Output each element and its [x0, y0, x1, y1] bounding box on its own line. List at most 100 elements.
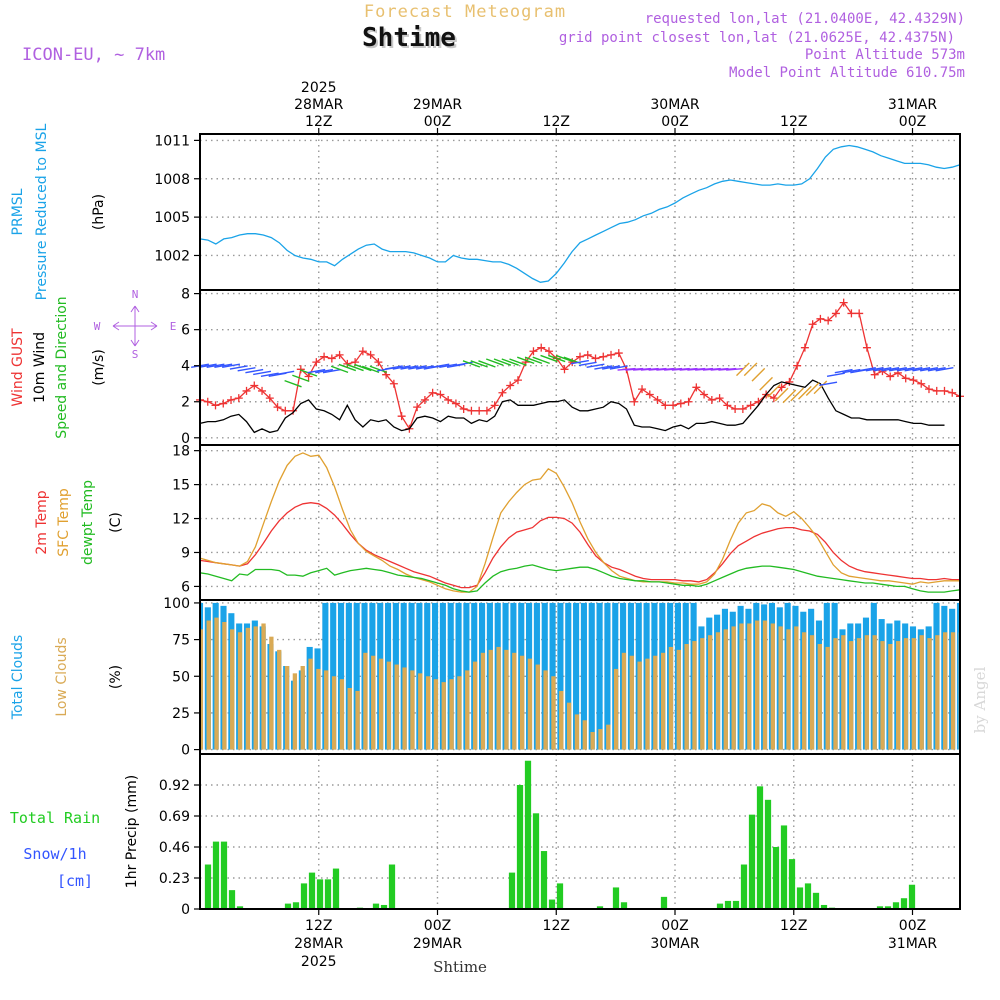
compass-rose: [112, 305, 158, 347]
low-clouds-bar: [598, 729, 603, 750]
low-clouds-bar: [747, 623, 752, 750]
panel-3: 0 25 50 75 100 Total Clouds Low Clouds (%): [10, 596, 961, 759]
low-clouds-bar: [496, 646, 501, 750]
low-clouds-bar: [543, 670, 548, 750]
total-rain-bar: [388, 864, 396, 909]
total-clouds-bar: [588, 602, 595, 750]
low-clouds-bar: [880, 641, 885, 750]
gust-marker: [591, 354, 600, 363]
y-tick-label: 4: [181, 359, 190, 375]
gust-marker: [583, 350, 592, 359]
low-clouds-bar: [200, 629, 204, 750]
gust-marker: [948, 388, 957, 397]
gust-marker: [506, 381, 515, 390]
gust-marker: [676, 399, 685, 408]
gust-marker: [451, 399, 460, 408]
wind-direction-arrow: [798, 385, 812, 400]
wind-direction-arrow: [470, 360, 488, 368]
low-clouds-bar: [245, 627, 251, 750]
gust-marker: [669, 401, 678, 410]
low-clouds-bar: [935, 635, 940, 750]
low-clouds-bar: [739, 623, 744, 750]
low-clouds-bar: [449, 679, 454, 750]
wind-direction-arrow: [206, 363, 225, 368]
wind-direction-arrow: [237, 367, 256, 372]
low-clouds-bar: [300, 666, 305, 750]
10m-wind-line: [199, 379, 945, 434]
wind-direction-arrow: [935, 367, 954, 372]
total-rain-bar: [788, 859, 796, 909]
low-clouds-bar: [676, 649, 681, 750]
wind-direction-arrow: [578, 361, 597, 367]
footer-location: Shtime: [433, 958, 487, 976]
low-clouds-bar: [786, 629, 791, 750]
point-altitude: Point Altitude 573m: [805, 47, 965, 63]
bottom-time-label: 2025: [301, 954, 337, 970]
wind-direction-arrow: [493, 358, 512, 366]
low-clouds-bar: [849, 641, 854, 750]
total-rain-bar: [332, 868, 340, 909]
low-clouds-bar: [629, 655, 634, 750]
wind-direction-arrow: [439, 363, 458, 368]
wind-direction-arrow: [873, 367, 892, 372]
low-clouds-bar: [269, 636, 274, 750]
wind-direction-arrow: [501, 358, 519, 366]
wind-direction-arrow: [517, 356, 535, 365]
total-rain-bar: [764, 799, 772, 909]
y-tick-label: 1005: [154, 210, 190, 226]
gust-marker: [428, 388, 437, 397]
low-clouds-bar: [433, 679, 439, 750]
wind-direction-arrow: [384, 365, 403, 370]
total-clouds-bar: [353, 602, 360, 750]
total-rain-bar: [772, 847, 780, 909]
wind-direction-arrow: [751, 367, 766, 382]
low-clouds-bar: [856, 638, 862, 750]
gust-marker: [886, 372, 895, 381]
total-clouds-bar: [439, 602, 446, 750]
low-clouds-bar: [802, 632, 807, 750]
wind-direction-arrow: [586, 363, 605, 368]
low-clouds-bar: [582, 720, 587, 750]
low-clouds-bar: [378, 658, 384, 750]
gust-marker: [630, 397, 639, 406]
gust-marker: [653, 395, 662, 404]
low-clouds-bar: [715, 632, 721, 750]
low-clouds-bar: [809, 635, 815, 750]
gust-marker: [312, 358, 321, 367]
top-time-label: 28MAR: [294, 97, 343, 113]
low-clouds-bar: [316, 668, 321, 750]
bottom-time-label: 31MAR: [888, 936, 937, 952]
bottom-time-label: 29MAR: [413, 936, 462, 952]
y-tick-label: 9: [181, 545, 190, 561]
gust-marker: [459, 404, 468, 413]
wind-direction-arrow: [198, 363, 217, 368]
gust-marker: [568, 358, 577, 367]
gust-marker: [824, 316, 833, 325]
gust-marker: [490, 401, 499, 410]
total-rain-bar: [212, 841, 220, 909]
y-tick-label: 100: [163, 596, 190, 612]
gust-marker: [862, 343, 871, 352]
gust-marker: [513, 376, 522, 385]
y-tick-label: 2: [181, 395, 190, 411]
gust-marker: [808, 320, 817, 329]
total-rain-bar: [508, 872, 516, 909]
wind-direction-arrow: [782, 389, 797, 404]
y-tick-label: 1002: [154, 248, 190, 264]
gust-marker: [335, 350, 344, 359]
low-clouds-bar: [613, 668, 619, 750]
gust-marker: [917, 379, 926, 388]
wind-direction-arrow: [253, 370, 272, 376]
total-rain-bar: [316, 879, 324, 909]
gust-marker: [700, 390, 709, 399]
low-clouds-bar: [292, 673, 298, 750]
y-tick-label: 75: [172, 633, 190, 649]
wind-direction-arrow: [462, 360, 481, 368]
low-clouds-bar: [465, 670, 470, 750]
total-rain-bar: [516, 785, 524, 909]
gust-marker: [234, 394, 243, 403]
panel-label: Wind GUST: [10, 328, 26, 407]
wind-direction-arrow: [229, 365, 248, 370]
low-clouds-bar: [668, 646, 674, 750]
total-rain-bar: [900, 898, 908, 909]
